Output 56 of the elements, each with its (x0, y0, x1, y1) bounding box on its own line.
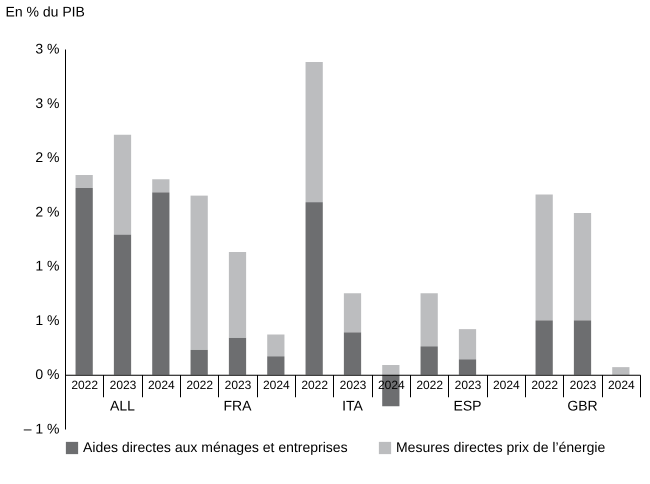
bar (536, 320, 553, 375)
y-tick-label: 2 % (35, 149, 60, 166)
y-tick-label: – 1 % (24, 420, 60, 436)
y-tick-label: 3 % (35, 94, 60, 111)
bar (574, 320, 592, 375)
x-tick-label: 2022 (71, 378, 98, 392)
bar (382, 364, 400, 375)
x-tick-label: 2023 (454, 378, 482, 392)
bar (344, 332, 362, 375)
bar (152, 179, 170, 192)
x-tick-label: 2022 (301, 378, 328, 392)
bar (152, 192, 170, 375)
bar (76, 174, 93, 188)
bar (267, 356, 284, 375)
x-tick-label: 2024 (608, 378, 636, 392)
annotation: ALL (110, 398, 136, 414)
bar (114, 234, 132, 375)
x-tick-label: 2024 (148, 378, 176, 392)
x-tick-label: 2022 (186, 378, 214, 392)
annotation: GBR (567, 398, 598, 414)
bar (420, 293, 438, 346)
y-tick-label: 2 % (35, 203, 60, 220)
annotation: ESP (453, 398, 482, 414)
y-axis-title: En % du PIB (6, 4, 85, 20)
x-tick-label: 2022 (531, 378, 558, 392)
bar (536, 194, 553, 320)
legend-label: Mesures directes prix de l’énergie (396, 439, 606, 455)
bar (228, 338, 246, 375)
x-tick-label: 2023 (340, 378, 367, 392)
y-tick-label: 1 % (35, 258, 60, 274)
x-tick-label: 2023 (224, 378, 252, 392)
bar (190, 196, 208, 350)
bar (76, 188, 93, 375)
bar (190, 350, 208, 375)
legend-label: Aides directes aux ménages et entreprises (83, 439, 348, 455)
x-tick-label: 2022 (416, 378, 444, 392)
bar (344, 293, 362, 332)
bar (574, 212, 592, 320)
bar (114, 134, 132, 235)
bar (612, 367, 630, 375)
bar (420, 346, 438, 375)
annotation: FRA (224, 398, 252, 414)
bar (228, 252, 246, 338)
y-tick-label: 3 % (35, 40, 60, 56)
x-tick-label: 2024 (492, 378, 520, 392)
y-tick-label: 1 % (35, 312, 60, 328)
x-tick-label: 2023 (570, 378, 597, 392)
bar (267, 334, 284, 356)
x-tick-label: 2024 (262, 378, 290, 392)
x-tick-label: 2023 (110, 378, 137, 392)
bar (458, 329, 476, 360)
bar (306, 62, 323, 202)
bar (458, 360, 476, 375)
y-tick-label: 0 % (35, 366, 60, 382)
bar (306, 202, 323, 375)
annotation: ITA (342, 398, 364, 414)
